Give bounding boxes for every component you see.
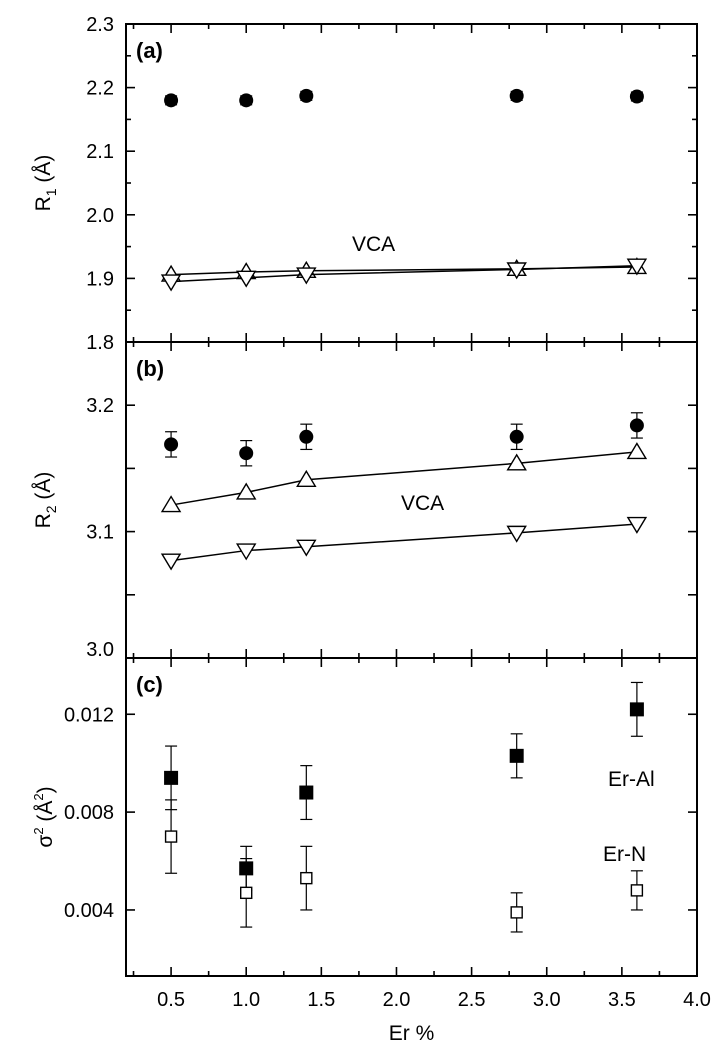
panel-a-series-filled-circle-point bbox=[509, 88, 524, 103]
x-tick-label: 1.5 bbox=[307, 989, 335, 1011]
panel-b-series-open-triangle-up-point bbox=[296, 469, 317, 487]
panel-a-label: (a) bbox=[136, 38, 163, 63]
panel-c-legend-er-n: Er-N bbox=[603, 843, 646, 866]
panel-b-series-open-triangle-up-point bbox=[506, 453, 527, 471]
panel-b-series-filled-circle-point bbox=[629, 418, 644, 433]
panel-b-ytick-label: 3.0 bbox=[86, 639, 114, 661]
panel-c-series-er-n-point bbox=[510, 906, 523, 919]
x-tick-label: 2.0 bbox=[383, 989, 411, 1011]
panel-a-ytick-label: 2.0 bbox=[86, 205, 114, 227]
panel-b-series-open-triangle-down-point bbox=[626, 516, 648, 534]
panel-c-series-er-n-point bbox=[300, 871, 313, 885]
panel-c-series-er-al-point bbox=[299, 785, 314, 800]
panel-a-ytick-label: 2.1 bbox=[86, 141, 114, 163]
panel-b-label: (b) bbox=[136, 356, 164, 381]
panel-b-series-filled-circle-point bbox=[239, 446, 254, 461]
panel-c-series-er-al-point bbox=[164, 770, 179, 785]
panel-b-series-open-triangle-up-point bbox=[235, 482, 257, 500]
panel-b-series-open-triangle-down-point bbox=[160, 553, 182, 571]
panel-b-series-open-triangle-down-point bbox=[296, 539, 317, 557]
panel-b-ytick-label: 3.2 bbox=[86, 395, 114, 417]
panel-b-annotation: VCA bbox=[401, 492, 444, 515]
panel-a-ylabel: R1 (Å) bbox=[32, 155, 59, 212]
panel-a-series-filled-circle-point bbox=[299, 88, 314, 103]
panel-c-ytick-label: 0.004 bbox=[64, 900, 114, 922]
panel-a-ytick-label: 2.3 bbox=[86, 14, 114, 36]
x-tick-label: 0.5 bbox=[157, 989, 185, 1011]
panel-a-series-filled-circle-point bbox=[239, 93, 254, 108]
panel-c-series-er-n-point bbox=[164, 830, 178, 843]
panel-a-series-open-triangle-down-point bbox=[626, 258, 648, 276]
panel-b-ylabel: R2 (Å) bbox=[32, 472, 59, 529]
panel-c-series-er-al-point bbox=[629, 702, 644, 717]
panel-b-ytick-label: 3.1 bbox=[86, 522, 114, 544]
x-tick-label: 2.5 bbox=[458, 989, 486, 1011]
panel-c-series-er-n-point bbox=[630, 884, 644, 897]
x-tick-label: 4.0 bbox=[683, 989, 711, 1011]
panel-c-series-er-al-point bbox=[509, 748, 524, 763]
panel-c-series-er-n-point bbox=[240, 886, 253, 900]
panel-b-series-open-triangle-up-point bbox=[160, 495, 182, 513]
x-axis-label: Er % bbox=[389, 1022, 435, 1045]
panel-b-series-open-triangle-up-point bbox=[626, 442, 648, 460]
panel-c-legend-er-al: Er-Al bbox=[608, 768, 655, 791]
panel-b-series-open-triangle-down-point bbox=[235, 543, 257, 561]
panel-c-ytick-label: 0.008 bbox=[64, 802, 114, 824]
panel-a-series-open-triangle-down-point bbox=[235, 270, 257, 288]
x-tick-label: 1.0 bbox=[232, 989, 260, 1011]
panel-a-ytick-label: 2.2 bbox=[86, 78, 114, 100]
panel-b-series-open-triangle-down-line bbox=[170, 523, 637, 562]
panel-b-series-filled-circle-point bbox=[509, 429, 524, 444]
panel-a-series-filled-circle-point bbox=[164, 93, 179, 108]
panel-b-series-filled-circle-point bbox=[164, 437, 179, 452]
panel-c-frame bbox=[125, 657, 698, 977]
panel-a-series-open-triangle-down-point bbox=[296, 267, 317, 285]
panel-c-label: (c) bbox=[136, 672, 163, 697]
panel-a-frame bbox=[125, 23, 698, 343]
x-tick-label: 3.0 bbox=[533, 989, 561, 1011]
panel-a-series-open-triangle-down-point bbox=[506, 262, 527, 280]
x-tick-label: 3.5 bbox=[608, 989, 636, 1011]
panel-a-series-filled-circle-point bbox=[629, 89, 644, 104]
panel-a-series-open-triangle-down-point bbox=[160, 274, 182, 292]
panel-a-ytick-label: 1.9 bbox=[86, 268, 114, 290]
panel-b-series-open-triangle-down-point bbox=[506, 525, 527, 543]
panel-a-annotation: VCA bbox=[352, 233, 395, 256]
panel-a-ytick-label: 1.8 bbox=[86, 332, 114, 354]
panel-c-ylabel: σ2 (Å2) bbox=[31, 786, 57, 847]
panel-c-ytick-label: 0.012 bbox=[64, 704, 114, 726]
panel-b-series-filled-circle-point bbox=[299, 429, 314, 444]
